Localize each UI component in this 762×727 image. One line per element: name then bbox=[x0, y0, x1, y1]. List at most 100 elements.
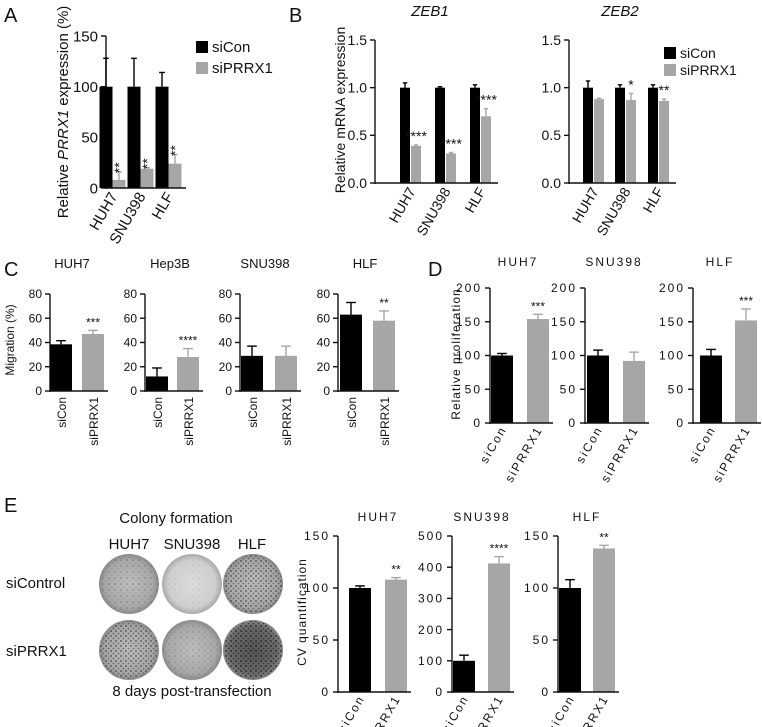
plate-well bbox=[99, 620, 159, 680]
chart-title: HLF bbox=[706, 255, 735, 269]
y-tick-label: 0 bbox=[676, 416, 685, 430]
y-tick-label: 1.0 bbox=[348, 80, 368, 96]
siprrx1-bar bbox=[140, 168, 154, 188]
y-tick-label: 40 bbox=[29, 336, 43, 350]
x-tick-label: HLF bbox=[462, 185, 489, 216]
x-tick-label: siPRRX1 bbox=[463, 693, 506, 727]
x-tick-label: siPRRX1 bbox=[280, 397, 294, 446]
x-tick-label: siCon bbox=[573, 424, 605, 466]
y-tick-label: 0 bbox=[225, 384, 232, 398]
siprrx1-bar bbox=[623, 360, 645, 423]
colony-footer: 8 days post-transfection bbox=[112, 683, 271, 700]
sicon-bar bbox=[648, 87, 658, 183]
y-axis-label: Relative PRRX1 expression (%) bbox=[55, 6, 72, 219]
y-tick-label: 300 bbox=[418, 592, 444, 606]
chart-title: HUH7 bbox=[54, 256, 89, 271]
chart-title: Hep3B bbox=[150, 256, 190, 271]
y-tick-label: 60 bbox=[317, 311, 331, 325]
y-tick-label: 60 bbox=[219, 311, 233, 325]
panel-label-a: A bbox=[4, 5, 18, 27]
sicon-bar bbox=[349, 588, 371, 692]
siprrx1-bar bbox=[373, 320, 395, 391]
x-tick-label: siCon bbox=[151, 397, 165, 428]
y-tick-label: 20 bbox=[219, 360, 233, 374]
chart-migration-hep3b: Hep3B 0 20 40 60 80 siCon **** siPRRX1 bbox=[124, 256, 203, 446]
y-tick-label: 200 bbox=[456, 281, 482, 295]
panel-label-b: B bbox=[289, 5, 302, 27]
y-tick-label: 50 bbox=[465, 382, 482, 396]
legend-label-sicon: siCon bbox=[212, 39, 250, 56]
y-tick-label: 40 bbox=[317, 336, 331, 350]
colony-row-sicontrol: siControl bbox=[6, 575, 65, 592]
siprrx1-bar bbox=[481, 116, 491, 183]
significance-label: ** bbox=[139, 158, 155, 169]
significance-label: ** bbox=[659, 82, 670, 98]
sicon-bar bbox=[400, 87, 410, 183]
y-tick-label: 0 bbox=[90, 180, 98, 197]
legend-a: siCon siPRRX1 bbox=[196, 39, 273, 77]
legend-label-siprrx1: siPRRX1 bbox=[212, 60, 273, 77]
x-tick-label: siPRRX1 bbox=[378, 397, 392, 446]
chart-cv-hlf: HLF 0 50 100 150 siCon ** siPRRX1 bbox=[524, 510, 619, 727]
y-tick-label: 150 bbox=[304, 529, 330, 543]
y-tick-label: 0.5 bbox=[348, 127, 368, 143]
legend-label-sicon: siCon bbox=[680, 45, 716, 61]
y-tick-label: 60 bbox=[29, 311, 43, 325]
colony-row-siprrx1: siPRRX1 bbox=[6, 643, 67, 660]
x-tick-label: siCon bbox=[439, 693, 471, 727]
y-tick-label: 0.0 bbox=[542, 175, 562, 191]
sicon-bar bbox=[470, 87, 480, 183]
sicon-bar bbox=[340, 314, 362, 391]
significance-label: **** bbox=[179, 334, 198, 348]
y-tick-label: 100 bbox=[418, 654, 444, 668]
x-tick-label: siCon bbox=[345, 397, 359, 428]
y-tick-label: 400 bbox=[418, 560, 444, 574]
y-tick-label: 80 bbox=[317, 287, 331, 301]
panel-label-e: E bbox=[4, 495, 17, 517]
significance-label: **** bbox=[475, 92, 497, 108]
y-axis-label: Migration (%) bbox=[3, 304, 17, 375]
y-tick-label: 1.5 bbox=[542, 32, 562, 48]
x-tick-label: siPRRX1 bbox=[568, 693, 611, 727]
sicon-bar bbox=[453, 660, 475, 692]
chart-title: SNU398 bbox=[453, 510, 510, 524]
panel-label-d: D bbox=[428, 259, 442, 281]
significance-label: ** bbox=[379, 296, 389, 310]
x-tick-label: siCon bbox=[55, 397, 69, 428]
siprrx1-bar bbox=[177, 357, 199, 391]
sicon-bar bbox=[99, 86, 113, 188]
legend-swatch-siprrx1 bbox=[196, 62, 208, 74]
y-tick-label: 40 bbox=[124, 336, 138, 350]
sicon-bar bbox=[241, 355, 263, 391]
y-tick-label: 1.5 bbox=[348, 32, 368, 48]
y-tick-label: 0 bbox=[35, 384, 42, 398]
chart-migration-snu398: SNU398 0 20 40 60 80 siCon siPRRX1 bbox=[219, 256, 301, 446]
y-tick-label: 150 bbox=[456, 315, 482, 329]
colony-col-hlf: HLF bbox=[238, 536, 266, 553]
chart-cv-huh7: HUH7 0 50 100 150 siCon ** siPRRX1 CV quantifica… bbox=[295, 510, 411, 727]
plate-well bbox=[223, 620, 283, 680]
y-tick-label: 100 bbox=[456, 349, 482, 363]
x-tick-label: siCon bbox=[477, 424, 509, 466]
siprrx1-bar bbox=[626, 100, 636, 183]
y-tick-label: 50 bbox=[533, 633, 550, 647]
y-tick-label: 150 bbox=[551, 315, 577, 329]
significance-label: *** bbox=[86, 315, 100, 329]
legend-swatch-sicon bbox=[664, 47, 676, 59]
siprrx1-bar bbox=[488, 563, 510, 692]
y-tick-label: 100 bbox=[524, 581, 550, 595]
plate-well bbox=[223, 554, 283, 614]
siprrx1-bar bbox=[385, 579, 407, 692]
siprrx1-bar bbox=[594, 99, 604, 183]
sicon-bar bbox=[491, 355, 513, 423]
y-tick-label: 50 bbox=[668, 382, 685, 396]
y-tick-label: 80 bbox=[219, 287, 233, 301]
siprrx1-bar bbox=[735, 320, 757, 423]
sicon-bar bbox=[155, 86, 169, 188]
y-tick-label: 0 bbox=[473, 416, 482, 430]
y-tick-label: 0 bbox=[568, 416, 577, 430]
y-axis-label: CV quantification bbox=[295, 558, 309, 666]
y-tick-label: 20 bbox=[124, 360, 138, 374]
siprrx1-bar bbox=[659, 101, 669, 183]
